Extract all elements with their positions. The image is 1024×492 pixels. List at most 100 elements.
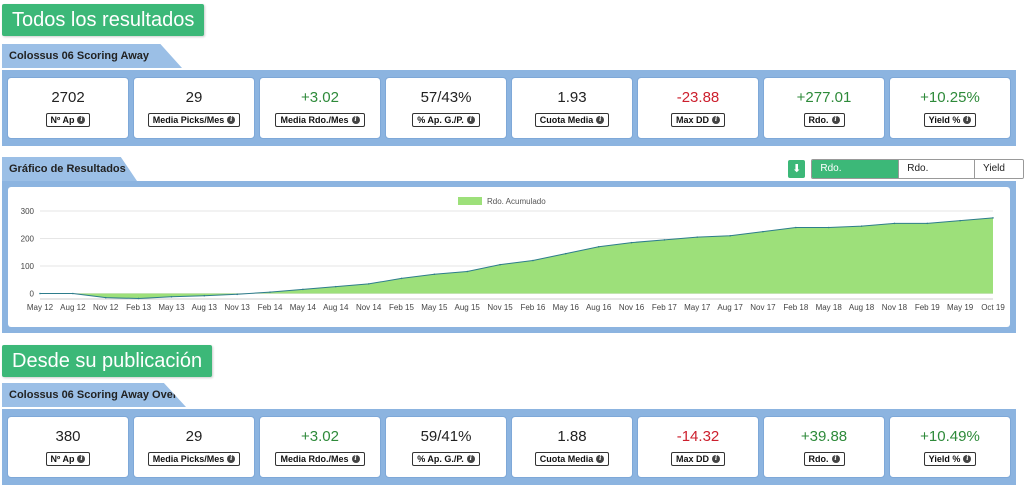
stat-value: 29 [185, 428, 203, 445]
x-tick-label: Nov 12 [93, 303, 119, 312]
data-point [630, 241, 633, 244]
stat-label-text: Max DD [675, 115, 709, 125]
tab-rdo-acumulado[interactable]: Rdo. Acumulado [812, 160, 899, 178]
info-icon[interactable]: i [351, 116, 360, 124]
stat-label-text: % Ap. G./P. [417, 115, 464, 125]
stat-label: Yield % i [923, 113, 977, 127]
tab-rdo-mensual[interactable]: Rdo. Mensual [898, 160, 975, 178]
stat-label-text: Media Rdo./Mes [280, 115, 349, 125]
info-icon[interactable]: i [831, 455, 840, 463]
tab-yield[interactable]: Yield % [974, 160, 1023, 178]
stat-box-rdo: +277.01 Rdo. i [763, 77, 885, 139]
chart-band: 0 100 200 300 May 12 Aug 12 Nov 12 Feb 13 May 13… [2, 181, 1016, 333]
info-icon[interactable]: i [831, 116, 840, 124]
data-point [762, 230, 764, 233]
stat-box-media-picks-mes: 29 Media Picks/Mes i [133, 416, 255, 478]
stat-value: 1.93 [557, 89, 587, 106]
x-tick-label: Aug 17 [717, 303, 743, 312]
info-icon[interactable]: i [351, 455, 360, 463]
stats-band-all: 2702 Nº Ap i 29 Media Picks/Mes i +3.02 Media R… [2, 70, 1016, 146]
stat-label: Media Picks/Mes i [147, 452, 241, 466]
data-point [367, 283, 370, 285]
info-icon[interactable]: i [712, 116, 720, 124]
stat-box-max-dd: -14.32 Max DD i [637, 416, 759, 478]
stat-label-text: Nº Ap [50, 454, 75, 464]
x-tick-label: Nov 14 [356, 303, 382, 312]
data-point [236, 293, 238, 296]
data-point [926, 222, 929, 225]
info-icon[interactable]: i [227, 455, 236, 463]
x-tick-label: May 14 [290, 303, 317, 312]
info-icon[interactable]: i [77, 455, 86, 463]
data-point [334, 285, 337, 288]
stat-box-media-rdo-mes: +3.02 Media Rdo./Mes i [259, 77, 381, 139]
data-point [203, 294, 206, 297]
y-tick-label: 100 [21, 262, 35, 271]
info-icon[interactable]: i [712, 455, 720, 463]
data-point [39, 292, 41, 295]
data-point [663, 239, 666, 241]
x-tick-label: Feb 14 [258, 303, 283, 312]
stats-band-publication: 380 Nº Ap i 29 Media Picks/Mes i +3.02 Media Rd… [2, 409, 1016, 485]
data-point [137, 297, 140, 300]
stat-box-media-rdo-mes: +3.02 Media Rdo./Mes i [259, 416, 381, 478]
download-icon[interactable]: ⬇ [788, 160, 806, 178]
stat-label-text: Media Rdo./Mes [280, 454, 349, 464]
ribbon-strategy-name: Colossus 06 Scoring Away Overs [2, 44, 182, 68]
stat-value: +10.25% [920, 89, 980, 106]
stat-label: Rdo. i [803, 113, 845, 127]
info-icon[interactable]: i [963, 116, 972, 124]
info-icon[interactable]: i [227, 116, 236, 124]
info-icon[interactable]: i [466, 455, 475, 463]
info-icon[interactable]: i [466, 116, 475, 124]
info-icon[interactable]: i [963, 455, 972, 463]
x-tick-label: May 19 [947, 303, 974, 312]
stat-label-text: Yield % [928, 454, 961, 464]
ribbon-strategy-name-2: Colossus 06 Scoring Away Overs [2, 383, 186, 407]
stat-box-n-ap: 2702 Nº Ap i [7, 77, 129, 139]
section-title-since-publication: Desde su publicación [2, 345, 213, 377]
line-series-rdo-acumulado [40, 217, 994, 300]
x-tick-label: Feb 13 [126, 303, 151, 312]
stat-label-text: Rdo. [808, 454, 829, 464]
stat-label: Max DD i [670, 113, 725, 127]
stat-label-text: Cuota Media [539, 454, 594, 464]
results-chart: 0 100 200 300 May 12 Aug 12 Nov 12 Feb 13 May 13… [21, 197, 1005, 312]
info-icon[interactable]: i [596, 116, 605, 124]
info-icon[interactable]: i [77, 116, 86, 124]
stat-label: % Ap. G./P. i [412, 452, 480, 466]
x-tick-label: Aug 18 [849, 303, 875, 312]
info-icon[interactable]: i [596, 455, 605, 463]
stat-value: -23.88 [676, 89, 720, 106]
stat-label-text: Media Picks/Mes [152, 115, 225, 125]
stat-box-yield: +10.25% Yield % i [889, 77, 1011, 139]
x-tick-label: Aug 13 [192, 303, 218, 312]
stat-label: Media Rdo./Mes i [275, 452, 365, 466]
data-point [104, 296, 107, 299]
stat-value: +10.49% [920, 428, 980, 445]
stat-value: 29 [185, 89, 203, 106]
data-point [696, 236, 699, 238]
data-point [302, 288, 304, 291]
chart-controls: ⬇ Rdo. Acumulado Rdo. Mensual Yield % [788, 159, 1024, 179]
stat-box-max-dd: -23.88 Max DD i [637, 77, 759, 139]
stat-box-cuota-media: 1.88 Cuota Media i [511, 416, 633, 478]
chart-container: 0 100 200 300 May 12 Aug 12 Nov 12 Feb 13 May 13… [8, 187, 1010, 327]
data-point [433, 273, 436, 276]
y-tick-label: 300 [21, 207, 35, 216]
stat-value: +3.02 [301, 428, 339, 445]
x-tick-label: Feb 15 [389, 303, 414, 312]
stat-label: Cuota Media i [534, 452, 610, 466]
stat-label-text: Yield % [928, 115, 961, 125]
stat-label-text: Cuota Media [539, 115, 594, 125]
x-tick-label: Feb 18 [783, 303, 808, 312]
stat-label: Rdo. i [803, 452, 845, 466]
stat-value: 59/41% [420, 428, 472, 445]
stat-label: Yield % i [923, 452, 977, 466]
data-point [499, 263, 501, 266]
data-point [827, 226, 830, 229]
x-tick-label: Aug 12 [60, 303, 86, 312]
x-tick-label: Nov 15 [487, 303, 513, 312]
legend-label: Rdo. Acumulado [487, 197, 546, 206]
stat-label: Cuota Media i [534, 113, 610, 127]
